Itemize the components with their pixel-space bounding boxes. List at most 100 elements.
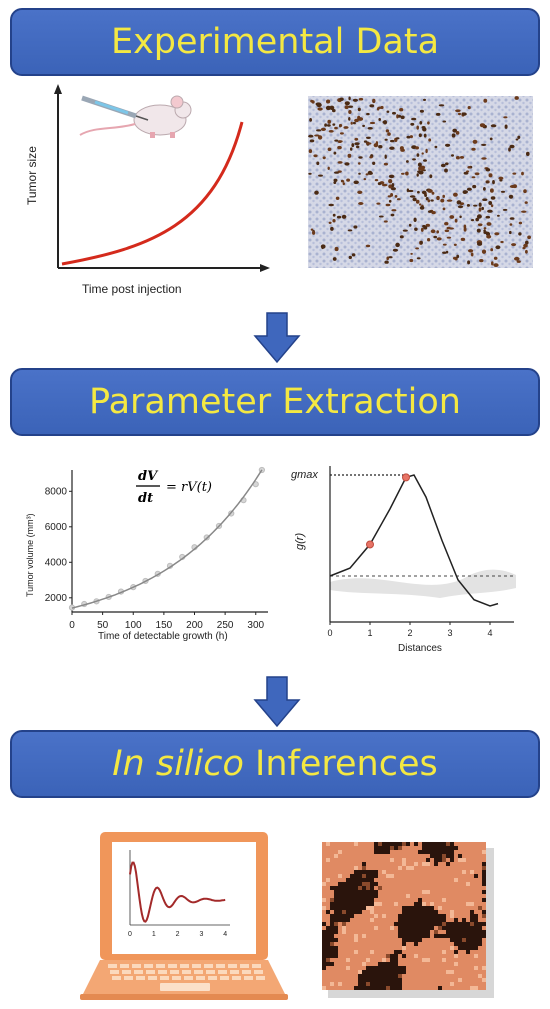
nucleus-dot — [514, 256, 520, 261]
nucleus-dot — [382, 120, 386, 124]
nucleus-dot — [456, 200, 462, 205]
nucleus-dot — [333, 151, 337, 155]
nucleus-dot — [390, 139, 395, 143]
nucleus-dot — [316, 161, 320, 166]
x-tick-label: 200 — [186, 620, 203, 631]
nucleus-dot — [415, 199, 420, 204]
nucleus-dot — [521, 171, 524, 176]
nucleus-dot — [333, 181, 337, 185]
nucleus-dot — [527, 235, 531, 240]
nucleus-dot — [325, 105, 331, 111]
nucleus-dot — [416, 125, 420, 130]
nucleus-dot — [358, 172, 361, 175]
nucleus-dot — [478, 207, 482, 212]
nucleus-dot — [376, 202, 381, 205]
nucleus-dot — [517, 135, 521, 139]
nucleus-dot — [454, 218, 458, 223]
nucleus-dot — [334, 126, 338, 130]
nucleus-dot — [418, 133, 422, 138]
nucleus-dot — [337, 161, 343, 164]
nucleus-dot — [391, 209, 397, 212]
nucleus-dot — [316, 129, 322, 132]
nucleus-dot — [481, 249, 487, 254]
nucleus-dot — [322, 156, 326, 160]
nucleus-dot — [348, 117, 351, 121]
nucleus-dot — [374, 179, 379, 182]
nucleus-dot — [392, 111, 396, 115]
x-tick-label: 300 — [247, 620, 264, 631]
nucleus-dot — [406, 160, 409, 163]
nucleus-dot — [332, 219, 336, 223]
nucleus-dot — [416, 153, 420, 157]
oscillation-curve — [129, 861, 226, 923]
nucleus-dot — [363, 140, 368, 143]
nucleus-dot — [354, 118, 359, 123]
nucleus-dot — [326, 99, 331, 104]
nucleus-dot — [399, 108, 404, 112]
nucleus-dot — [431, 191, 435, 195]
nucleus-dot — [509, 217, 515, 220]
nucleus-dot — [389, 146, 395, 150]
x-tick-label: 1 — [152, 931, 156, 938]
nucleus-dot — [475, 217, 480, 222]
nucleus-dot — [341, 180, 345, 183]
nucleus-dot — [514, 96, 519, 100]
nucleus-dot — [347, 153, 352, 158]
nucleus-dot — [502, 208, 508, 211]
nucleus-dot — [455, 131, 460, 135]
nucleus-dot — [438, 104, 445, 107]
nucleus-dot — [327, 119, 332, 124]
nucleus-dot — [486, 181, 489, 184]
nucleus-dot — [483, 229, 486, 233]
nucleus-dot — [490, 204, 494, 208]
nucleus-dot — [472, 139, 478, 144]
nucleus-dot — [466, 170, 470, 173]
nucleus-dot — [416, 173, 419, 177]
nucleus-dot — [350, 147, 353, 151]
nucleus-dot — [471, 176, 476, 179]
x-tick-label: 0 — [327, 628, 332, 638]
nucleus-dot — [481, 157, 487, 160]
nucleus-dot — [512, 184, 518, 189]
nucleus-dot — [423, 133, 427, 138]
nucleus-dot — [498, 176, 504, 180]
nucleus-dot — [490, 248, 494, 252]
nucleus-dot — [486, 234, 492, 239]
nucleus-dot — [386, 110, 390, 113]
banner-label: Inferences — [243, 744, 438, 784]
nucleus-dot — [333, 178, 338, 182]
x-axis-label: Time post injection — [82, 282, 182, 296]
nucleus-dot — [436, 195, 440, 201]
nucleus-dot — [321, 245, 324, 250]
nucleus-dot — [428, 210, 433, 213]
nucleus-dot — [456, 254, 460, 259]
nucleus-dot — [476, 228, 481, 233]
nucleus-dot — [399, 235, 404, 239]
nucleus-dot — [509, 223, 513, 226]
x-tick-label: 3 — [199, 931, 203, 938]
nucleus-dot — [512, 172, 517, 175]
nucleus-dot — [453, 243, 457, 246]
nucleus-dot — [442, 120, 447, 123]
x-axis-label: Distances — [398, 643, 442, 654]
nucleus-dot — [406, 135, 411, 139]
nucleus-dot — [353, 225, 358, 229]
banner-label: Experimental Data — [110, 22, 440, 62]
nucleus-dot — [467, 106, 471, 110]
nucleus-dot — [452, 128, 458, 133]
nucleus-dot — [385, 203, 391, 207]
nucleus-dot — [377, 106, 382, 110]
nucleus-dot — [479, 259, 484, 263]
nucleus-dot — [423, 98, 426, 101]
banner-parameter-extraction: Parameter Extraction — [10, 368, 540, 436]
nucleus-dot — [495, 245, 501, 250]
nucleus-dot — [316, 102, 322, 108]
nucleus-dot — [430, 229, 436, 234]
y-tick-label: 6000 — [45, 522, 68, 533]
nucleus-dot — [488, 201, 493, 205]
nucleus-dot — [436, 230, 440, 234]
